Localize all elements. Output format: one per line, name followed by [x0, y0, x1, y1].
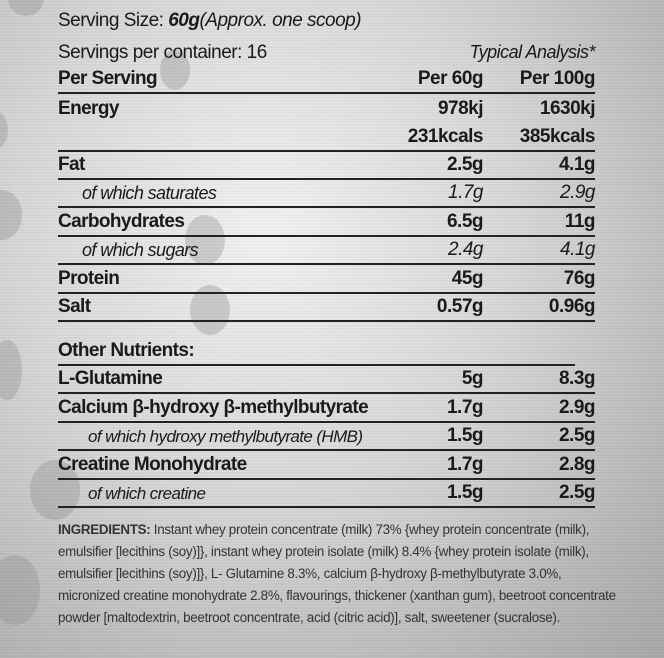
nutrient-row-energy: Energy 978kj 1630kj [58, 94, 596, 122]
decorative-dot [0, 190, 22, 240]
value-per-serving: 45g [451, 268, 484, 289]
other-row-creatine-monohydrate: Creatine Monohydrate 1.7g 2.8g [58, 450, 596, 480]
value-per-100g: 2.9g [558, 397, 596, 418]
value-per-100g: 0.96g [548, 296, 596, 317]
value-per-100g: 2.5g [558, 482, 596, 503]
value-per-serving: 1.7g [446, 454, 484, 475]
value-per-100g: 76g [563, 268, 596, 289]
value-per-serving: 6.5g [446, 211, 484, 232]
value-per-serving: 2.4g [448, 239, 483, 260]
nutrient-label: of which hydroxy methylbutyrate (HMB) [88, 427, 363, 446]
decorative-dot [30, 460, 80, 520]
decorative-dot [8, 0, 44, 16]
value-per-serving: 2.5g [446, 154, 484, 175]
ingredients-text: Instant whey protein concentrate (milk) … [58, 522, 616, 625]
decorative-dot [160, 50, 190, 90]
other-row-hmb-calcium: Calcium β-hydroxy β-methylbutyrate 1.7g … [58, 393, 596, 423]
nutrient-row-salt: Salt 0.57g 0.96g [58, 292, 596, 322]
nutrient-label: Energy [58, 98, 119, 119]
column-header-row: Per Serving Per 60g Per 100g [58, 64, 596, 94]
value-per-serving: 1.5g [446, 425, 484, 446]
value-per-serving: 231kcals [407, 126, 484, 147]
value-per-serving: 0.57g [436, 296, 484, 317]
nutrient-label: Creatine Monohydrate [58, 454, 247, 475]
nutrient-row-kcal: 231kcals 385kcals [58, 122, 596, 152]
servings-per-container: Servings per container: 16 [58, 42, 267, 63]
nutrient-row-saturates: of which saturates 1.7g 2.9g [58, 178, 595, 208]
decorative-dot [0, 340, 22, 400]
other-row-creatine: of which creatine 1.5g 2.5g [58, 478, 596, 508]
nutrient-label: L-Glutamine [58, 368, 163, 389]
decorative-dot [0, 110, 8, 150]
value-per-100g: 2.5g [558, 425, 596, 446]
value-per-serving: 1.7g [446, 397, 484, 418]
nutrient-label: of which creatine [88, 484, 206, 503]
value-per-100g: 8.3g [558, 368, 596, 389]
nutrient-row-fat: Fat 2.5g 4.1g [58, 150, 596, 180]
nutrient-label: of which saturates [82, 183, 217, 203]
nutrient-label: of which sugars [82, 240, 199, 260]
value-per-serving: 1.7g [448, 182, 483, 203]
nutrient-label: Carbohydrates [58, 211, 185, 232]
value-per-serving: 5g [461, 368, 484, 389]
serving-size-note: (Approx. one scoop) [199, 10, 362, 31]
serving-size-label: Serving Size: [58, 10, 169, 31]
nutrient-label: Fat [58, 154, 85, 175]
value-per-100g: 2.9g [560, 182, 595, 203]
other-row-l-glutamine: L-Glutamine 5g 8.3g [58, 364, 596, 394]
other-nutrients-header: Other Nutrients: [58, 336, 575, 366]
value-per-serving: 1.5g [446, 482, 484, 503]
other-nutrients-title: Other Nutrients: [58, 340, 195, 361]
value-per-100g: 385kcals [519, 126, 596, 147]
col2-header: Per 100g [519, 68, 596, 89]
typical-analysis: Typical Analysis* [469, 42, 595, 62]
serving-size-value: 60g [168, 10, 200, 31]
nutrient-label: Protein [58, 268, 120, 289]
value-per-100g: 1630kj [539, 98, 596, 119]
decorative-dot [185, 215, 225, 265]
ingredients: INGREDIENTS: Instant whey protein concen… [58, 519, 618, 629]
value-per-100g: 4.1g [560, 239, 595, 260]
other-row-hmb: of which hydroxy methylbutyrate (HMB) 1.… [58, 421, 596, 451]
nutrient-label: Calcium β-hydroxy β-methylbutyrate [58, 397, 369, 418]
value-per-serving: 978kj [437, 98, 484, 119]
value-per-100g: 2.8g [558, 454, 596, 475]
decorative-dot [0, 555, 40, 625]
value-per-100g: 4.1g [558, 154, 596, 175]
ingredients-label: INGREDIENTS: [58, 522, 151, 537]
nutrient-row-protein: Protein 45g 76g [58, 264, 596, 294]
per-serving-label: Per Serving [58, 68, 158, 89]
col1-header: Per 60g [417, 68, 484, 89]
nutrient-row-carbohydrates: Carbohydrates 6.5g 11g [58, 207, 596, 237]
nutrient-row-sugars: of which sugars 2.4g 4.1g [58, 235, 595, 265]
serving-size: Serving Size: 60g(Approx. one scoop) [58, 10, 362, 32]
nutrient-label: Salt [58, 296, 91, 317]
value-per-100g: 11g [564, 211, 596, 232]
